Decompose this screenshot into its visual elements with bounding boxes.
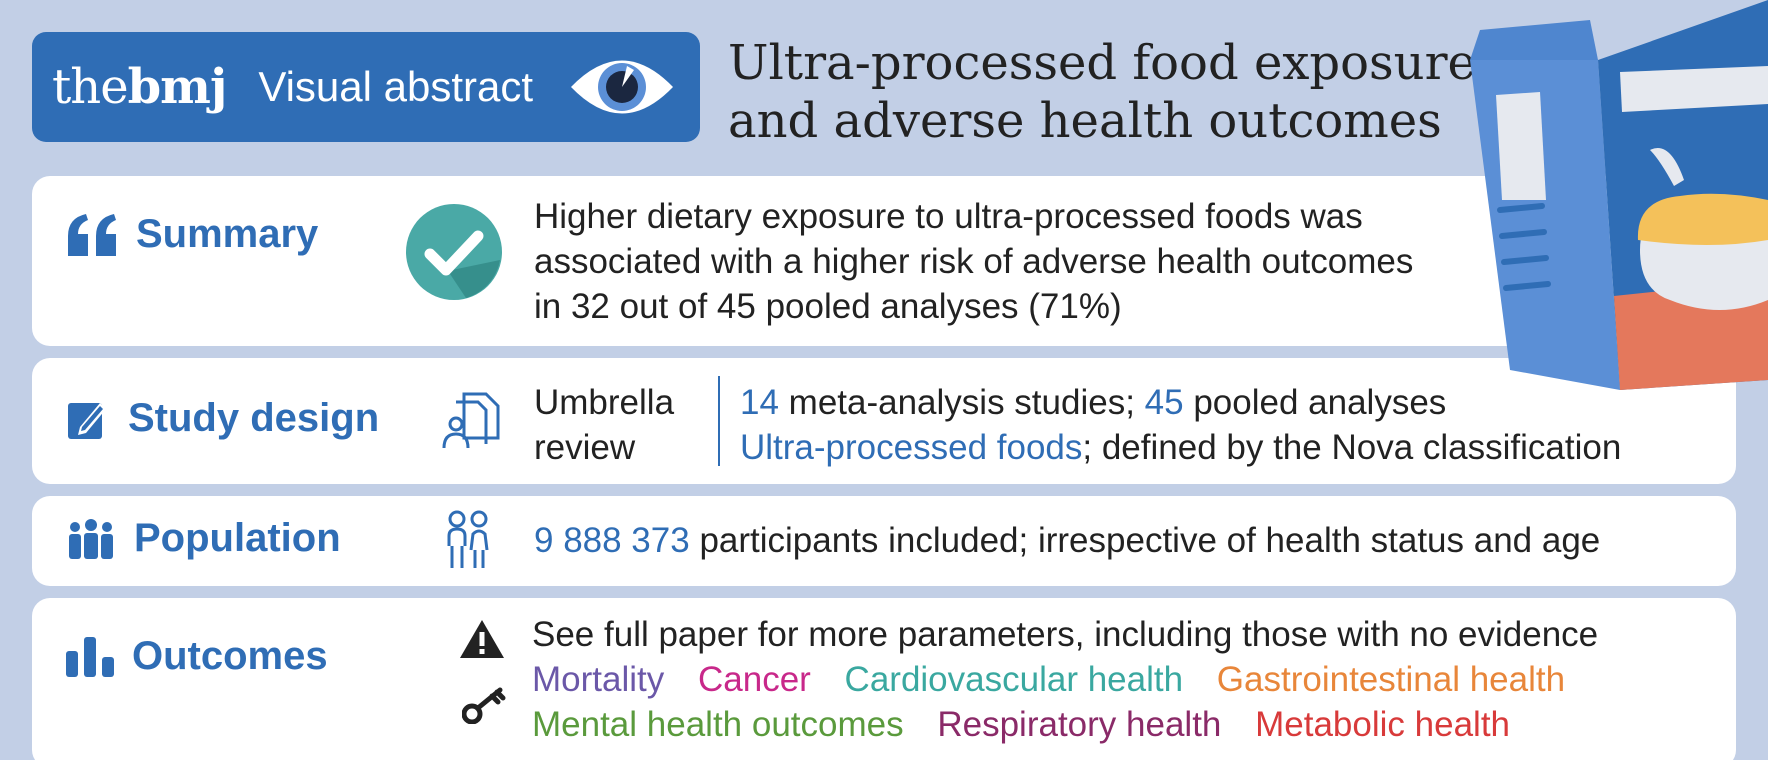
study-design-card: Study design Umbrella review 14 meta-ana… bbox=[32, 358, 1736, 484]
population-label: Population bbox=[66, 516, 341, 561]
visual-abstract-label: Visual abstract bbox=[258, 63, 534, 110]
cereal-box-illustration bbox=[1470, 0, 1768, 390]
page-title: Ultra-processed food exposure and advers… bbox=[728, 35, 1476, 149]
study-details: 14 meta-analysis studies; 45 pooled anal… bbox=[740, 383, 1622, 467]
summary-card: Summary Higher dietary exposure to ultra… bbox=[32, 176, 1736, 346]
outcomes-text: See full paper for more parameters, incl… bbox=[532, 612, 1598, 747]
divider bbox=[718, 376, 720, 466]
eye-icon bbox=[571, 60, 674, 114]
outcomes-label: Outcomes bbox=[66, 634, 328, 679]
study-type: Umbrella review bbox=[534, 383, 675, 467]
outcome-metabolic: Metabolic health bbox=[1255, 705, 1511, 744]
outcome-gastrointestinal: Gastrointestinal health bbox=[1216, 660, 1566, 699]
edit-icon bbox=[68, 402, 106, 439]
outcome-respiratory: Respiratory health bbox=[937, 705, 1222, 744]
summary-label: Summary bbox=[66, 212, 318, 257]
documents-people-icon bbox=[442, 392, 500, 449]
quote-icon bbox=[68, 213, 116, 256]
outcome-mortality: Mortality bbox=[532, 660, 665, 699]
bmj-logo: thebmj bbox=[52, 59, 227, 115]
group-people-icon bbox=[69, 518, 113, 559]
check-circle-icon bbox=[406, 204, 502, 300]
bar-chart-icon bbox=[66, 636, 114, 677]
study-design-label: Study design bbox=[66, 396, 379, 441]
outcomes-card: Outcomes See full paper for more paramet… bbox=[32, 598, 1736, 760]
people-icon bbox=[447, 510, 489, 568]
brand-banner: thebmj Visual abstract bbox=[32, 32, 700, 142]
outcome-mental: Mental health outcomes bbox=[532, 705, 904, 744]
key-icon bbox=[462, 687, 506, 724]
outcome-cardiovascular: Cardiovascular health bbox=[844, 660, 1184, 699]
outcome-cancer: Cancer bbox=[697, 660, 811, 699]
warning-icon bbox=[460, 620, 504, 658]
summary-text: Higher dietary exposure to ultra-process… bbox=[534, 197, 1414, 326]
population-card: Population 9 888 373 participants includ… bbox=[32, 496, 1736, 586]
population-text: 9 888 373 participants included; irrespe… bbox=[534, 521, 1601, 560]
outcomes-note: See full paper for more parameters, incl… bbox=[532, 615, 1599, 654]
